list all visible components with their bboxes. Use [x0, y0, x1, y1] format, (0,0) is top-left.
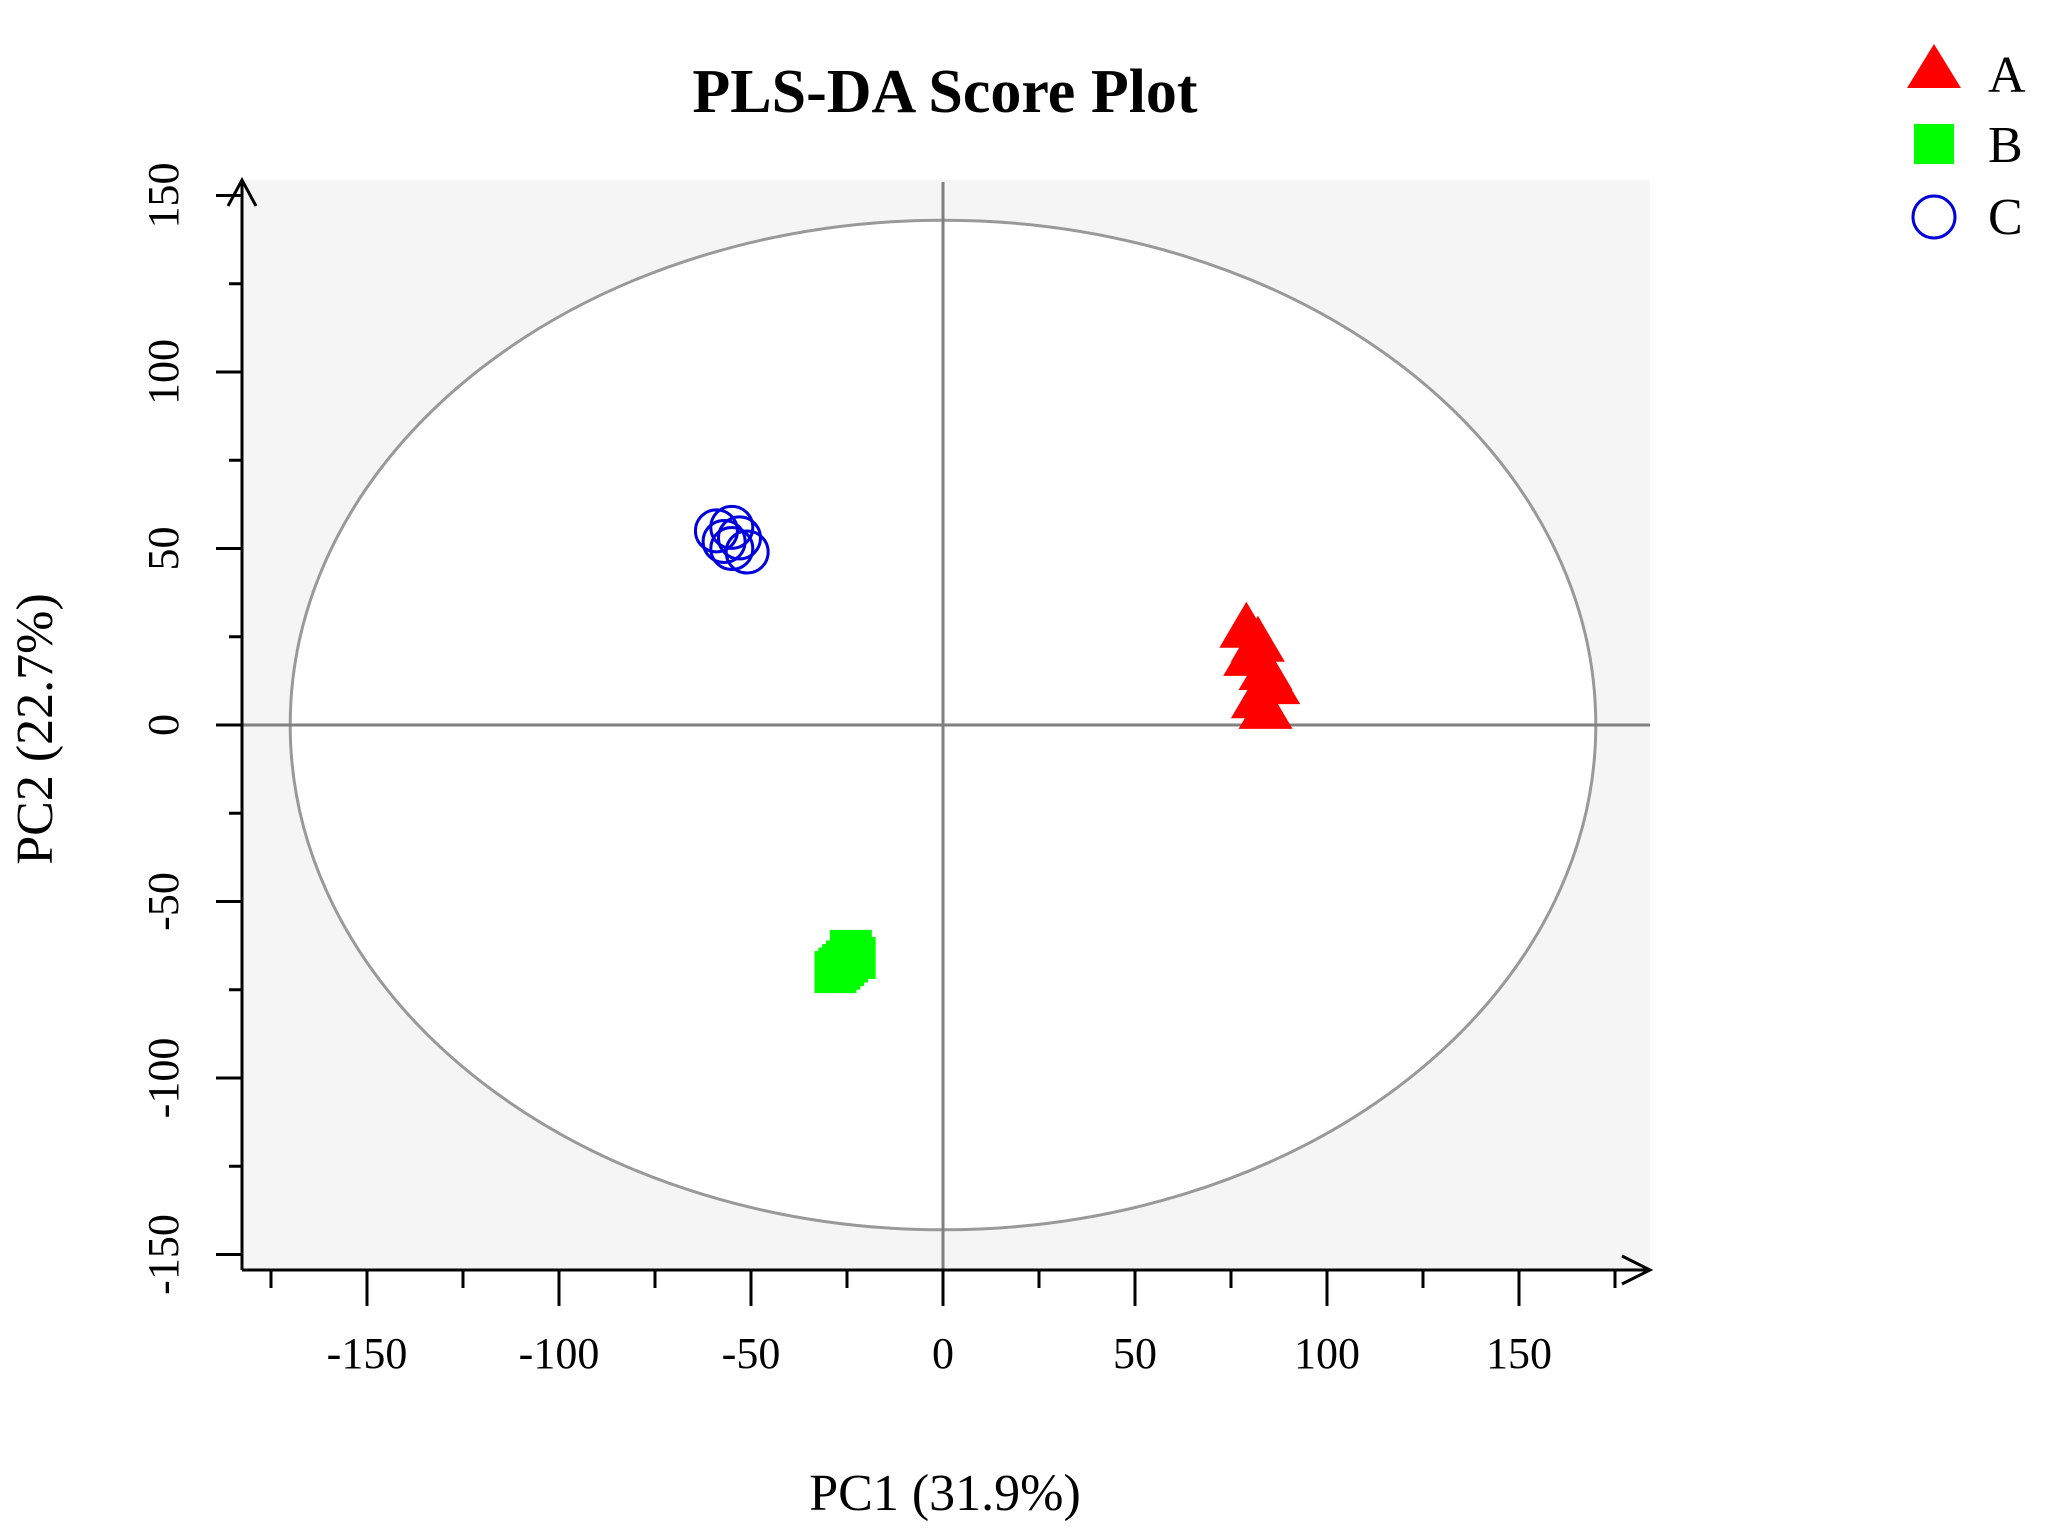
- x-tick-label: -50: [722, 1329, 781, 1378]
- data-point-c: [693, 508, 739, 554]
- legend: A B C: [1907, 44, 2026, 246]
- x-tick-label: 50: [1113, 1329, 1157, 1378]
- data-point-c: [709, 526, 755, 571]
- legend-label-b: B: [1988, 117, 2023, 174]
- data-point-c: [709, 504, 755, 550]
- data-point-b: [822, 944, 865, 987]
- legend-marker-a: [1907, 44, 1961, 88]
- x-tick-label: 100: [1294, 1329, 1360, 1378]
- legend-label-a: A: [1988, 47, 2026, 104]
- y-tick-label: 0: [139, 714, 188, 736]
- y-tick-label: 150: [139, 163, 188, 229]
- data-point-a: [1230, 615, 1285, 662]
- y-tick-label: -50: [139, 872, 188, 931]
- data-point-a: [1238, 682, 1293, 729]
- x-axis-label: PC1 (31.9%): [809, 1465, 1081, 1522]
- x-tick-label: 0: [932, 1329, 954, 1378]
- y-tick-label: 100: [139, 339, 188, 405]
- legend-marker-b: [1914, 124, 1954, 164]
- data-point-c: [724, 529, 770, 575]
- x-tick-label: -100: [519, 1329, 600, 1378]
- data-point-c: [716, 515, 762, 561]
- x-tick-label: -150: [327, 1329, 408, 1378]
- y-axis-label: PC2 (22.7%): [7, 593, 64, 865]
- x-tick-label: 150: [1486, 1329, 1552, 1378]
- legend-marker-c: [1911, 194, 1957, 240]
- x-axis-arrow: [1621, 1254, 1654, 1286]
- data-point-c: [701, 518, 747, 564]
- y-tick-label: -100: [139, 1038, 188, 1119]
- y-tick-label: -150: [139, 1214, 188, 1295]
- chart-title: PLS-DA Score Plot: [692, 58, 1197, 126]
- legend-label-c: C: [1988, 189, 2023, 246]
- y-axis-arrow: [226, 176, 258, 207]
- y-tick-label: 50: [139, 527, 188, 571]
